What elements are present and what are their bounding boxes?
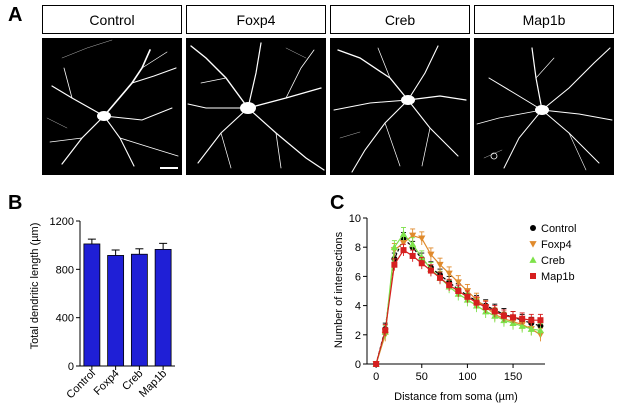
point-map1b [373, 361, 380, 367]
legend-label-foxp4: Foxp4 [541, 239, 572, 251]
bar-y-tick-label: 1200 [50, 216, 74, 228]
legend-label-control: Control [541, 223, 576, 235]
point-map1b [500, 312, 507, 319]
bar-map1b [154, 248, 172, 367]
point-map1b [391, 261, 398, 268]
bar-creb [130, 253, 148, 367]
point-foxp4 [436, 261, 444, 269]
legend-label-map1b: Map1b [541, 271, 575, 283]
point-map1b [510, 314, 517, 321]
panel-a-letter: A [8, 4, 23, 26]
point-foxp4 [418, 235, 426, 243]
point-creb [527, 325, 535, 332]
point-foxp4 [399, 239, 408, 247]
micrograph-creb [330, 38, 470, 175]
bar-foxp4 [107, 255, 125, 367]
bar-chart: Total dendritic length (µm) 04008001200C… [29, 216, 175, 401]
point-foxp4 [409, 232, 417, 240]
panel-b-letter: B [8, 192, 23, 214]
line-x-tick-label: 150 [504, 371, 522, 383]
series-map1b [373, 243, 544, 367]
bar-chart-ylabel: Total dendritic length (µm) [29, 223, 41, 350]
point-map1b [473, 299, 480, 306]
point-map1b [491, 308, 498, 315]
point-map1b [400, 247, 407, 254]
line-chart-xlabel: Distance from soma (µm) [394, 391, 518, 403]
bar-y-tick-label: 800 [56, 264, 74, 276]
point-foxp4 [454, 279, 462, 286]
micrograph-control [42, 38, 182, 175]
point-foxp4 [427, 251, 435, 259]
point-creb [409, 240, 417, 248]
point-map1b [455, 288, 462, 294]
line-chart: Number of intersections Distance from so… [333, 213, 576, 403]
bar-y-tick-label: 0 [68, 361, 74, 373]
line-y-tick-label: 10 [349, 213, 361, 225]
point-foxp4 [445, 270, 453, 278]
micrograph-foxp4 [186, 38, 326, 175]
line-y-tick-label: 0 [355, 359, 361, 371]
point-map1b [464, 293, 471, 300]
line-y-tick-label: 4 [355, 301, 361, 313]
condition-label-control: Control [42, 5, 182, 34]
line-y-tick-label: 8 [355, 242, 361, 254]
point-creb [518, 322, 526, 329]
point-map1b [537, 317, 544, 324]
line-y-tick-label: 6 [355, 271, 361, 283]
legend-marker-creb [529, 256, 537, 263]
bar-x-tick-label: Foxp4 [92, 368, 122, 398]
point-map1b [409, 252, 416, 259]
point-map1b [528, 317, 535, 324]
point-creb [390, 243, 398, 251]
legend-marker-foxp4 [529, 241, 537, 248]
point-map1b [382, 327, 389, 334]
panel-c-letter: C [330, 192, 345, 214]
series-line-map1b [375, 249, 541, 365]
point-map1b [427, 267, 434, 274]
point-creb [536, 326, 545, 334]
legend-marker-map1b [530, 273, 536, 279]
bar-control [83, 243, 101, 367]
point-map1b [418, 260, 425, 267]
line-x-tick-label: 50 [416, 371, 428, 383]
line-x-tick-label: 100 [458, 371, 476, 383]
point-creb [399, 230, 408, 237]
point-map1b [519, 315, 526, 322]
series-line-control [375, 237, 541, 365]
line-chart-ylabel: Number of intersections [333, 231, 345, 348]
condition-label-foxp4: Foxp4 [186, 5, 326, 34]
point-map1b [482, 304, 489, 311]
bar-y-tick-label: 400 [56, 313, 74, 325]
series-creb [372, 227, 545, 367]
line-y-tick-label: 2 [355, 330, 361, 342]
legend-marker-control [530, 225, 536, 231]
condition-label-map1b: Map1b [474, 5, 614, 34]
micrograph-map1b [474, 38, 614, 175]
line-x-tick-label: 0 [373, 371, 379, 383]
point-map1b [437, 274, 444, 281]
condition-label-creb: Creb [330, 5, 470, 34]
legend-label-creb: Creb [541, 255, 565, 267]
point-map1b [446, 282, 453, 289]
